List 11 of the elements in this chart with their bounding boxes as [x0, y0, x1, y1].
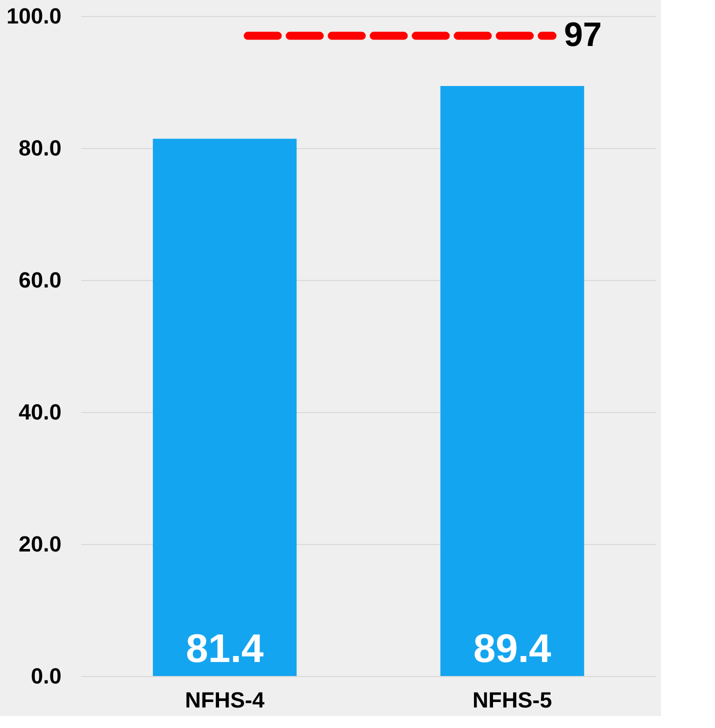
ref-line-label: 97 [564, 16, 602, 54]
data-label: 89.4 [473, 627, 552, 671]
data-label: 81.4 [186, 627, 264, 671]
y-tick-label: 60.0 [18, 268, 62, 292]
y-tick-label: 80.0 [18, 136, 62, 160]
x-tick-label: NFHS-5 [472, 688, 552, 712]
y-tick-label: 20.0 [18, 532, 62, 556]
y-tick-label: 100.0 [6, 4, 62, 28]
x-tick-label: NFHS-4 [185, 688, 266, 712]
y-tick-label: 0.0 [30, 664, 62, 688]
y-tick-label: 40.0 [18, 400, 62, 424]
